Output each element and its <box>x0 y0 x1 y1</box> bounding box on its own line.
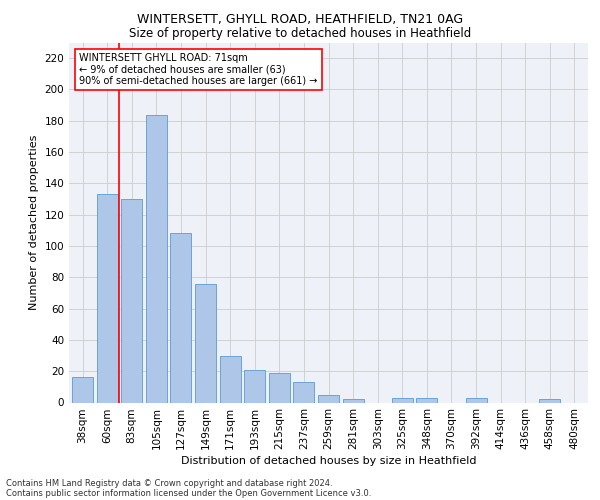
Bar <box>416 398 437 402</box>
Bar <box>170 234 191 402</box>
Bar <box>146 114 167 403</box>
X-axis label: Distribution of detached houses by size in Heathfield: Distribution of detached houses by size … <box>181 456 476 466</box>
Text: Size of property relative to detached houses in Heathfield: Size of property relative to detached ho… <box>129 28 471 40</box>
Bar <box>195 284 216 403</box>
Text: Contains public sector information licensed under the Open Government Licence v3: Contains public sector information licen… <box>6 488 371 498</box>
Bar <box>392 398 413 402</box>
Bar <box>220 356 241 403</box>
Bar <box>244 370 265 402</box>
Bar <box>318 394 339 402</box>
Bar <box>343 400 364 402</box>
Text: WINTERSETT, GHYLL ROAD, HEATHFIELD, TN21 0AG: WINTERSETT, GHYLL ROAD, HEATHFIELD, TN21… <box>137 12 463 26</box>
Bar <box>97 194 118 402</box>
Bar <box>539 400 560 402</box>
Y-axis label: Number of detached properties: Number of detached properties <box>29 135 39 310</box>
Text: WINTERSETT GHYLL ROAD: 71sqm
← 9% of detached houses are smaller (63)
90% of sem: WINTERSETT GHYLL ROAD: 71sqm ← 9% of det… <box>79 54 318 86</box>
Bar <box>72 378 93 402</box>
Bar <box>466 398 487 402</box>
Bar <box>121 199 142 402</box>
Text: Contains HM Land Registry data © Crown copyright and database right 2024.: Contains HM Land Registry data © Crown c… <box>6 478 332 488</box>
Bar <box>293 382 314 402</box>
Bar <box>269 373 290 402</box>
